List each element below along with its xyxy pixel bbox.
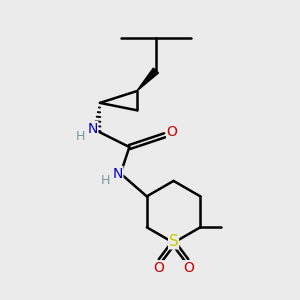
Text: N: N [112,167,123,181]
Text: O: O [183,261,194,275]
Text: H: H [76,130,86,143]
Text: O: O [167,125,178,139]
Text: N: N [87,122,98,136]
Text: H: H [101,173,110,187]
Text: S: S [169,234,178,249]
Text: O: O [153,261,164,275]
Polygon shape [137,68,158,91]
